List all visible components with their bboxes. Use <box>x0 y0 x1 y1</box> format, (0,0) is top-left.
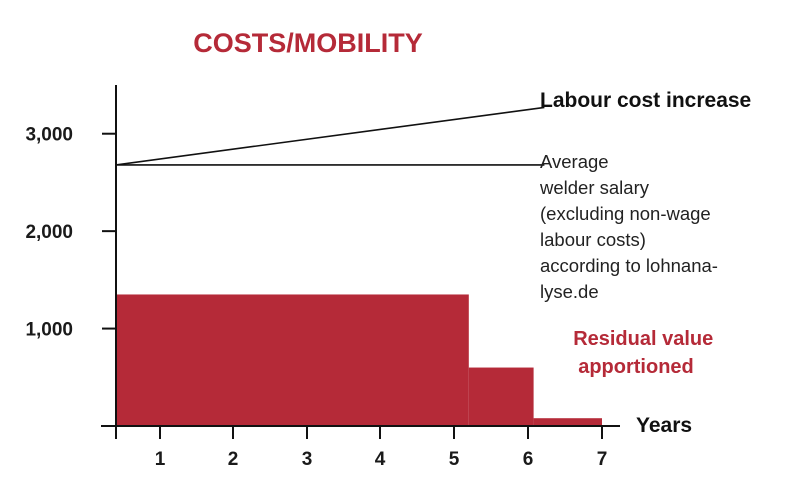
salary-label-line: labour costs) <box>540 229 646 250</box>
y-tick-label: 3,000 <box>25 125 73 146</box>
series-lines <box>115 106 545 166</box>
salary-label-line: welder salary <box>539 177 650 198</box>
salary-label-line: according to lohnana- <box>540 255 718 276</box>
residual-value-bar <box>468 367 534 426</box>
y-tick-label: 1,000 <box>25 320 73 341</box>
chart-title: COSTS/MOBILITY <box>193 28 423 58</box>
y-tick-group: 1,000 2,000 3,000 <box>25 125 116 341</box>
x-tick-label: 2 <box>228 449 239 470</box>
residual-label-line: apportioned <box>578 356 694 378</box>
residual-value-bar <box>116 294 469 426</box>
salary-label-line: Average <box>540 151 609 172</box>
x-axis-label: Years <box>636 414 692 437</box>
residual-value-label: Residual value apportioned <box>573 328 719 378</box>
labour-cost-increase-line <box>115 106 545 166</box>
x-tick-label: 6 <box>523 449 534 470</box>
salary-label-line: (excluding non-wage <box>540 203 711 224</box>
x-tick-label: 1 <box>155 449 166 470</box>
x-tick-label: 3 <box>302 449 313 470</box>
x-tick-label: 4 <box>375 449 386 470</box>
residual-value-area <box>116 294 602 426</box>
residual-label-line: Residual value <box>573 328 713 350</box>
x-tick-label: 5 <box>449 449 460 470</box>
y-tick-label: 2,000 <box>25 222 73 243</box>
x-tick-group: 1 2 3 4 5 6 7 <box>115 426 608 470</box>
salary-label: Average welder salary (excluding non-wag… <box>539 151 723 302</box>
residual-value-bar <box>533 418 602 426</box>
x-tick-label: 7 <box>597 449 608 470</box>
labour-cost-increase-label: Labour cost increase <box>540 89 751 112</box>
salary-label-line: lyse.de <box>540 281 599 302</box>
